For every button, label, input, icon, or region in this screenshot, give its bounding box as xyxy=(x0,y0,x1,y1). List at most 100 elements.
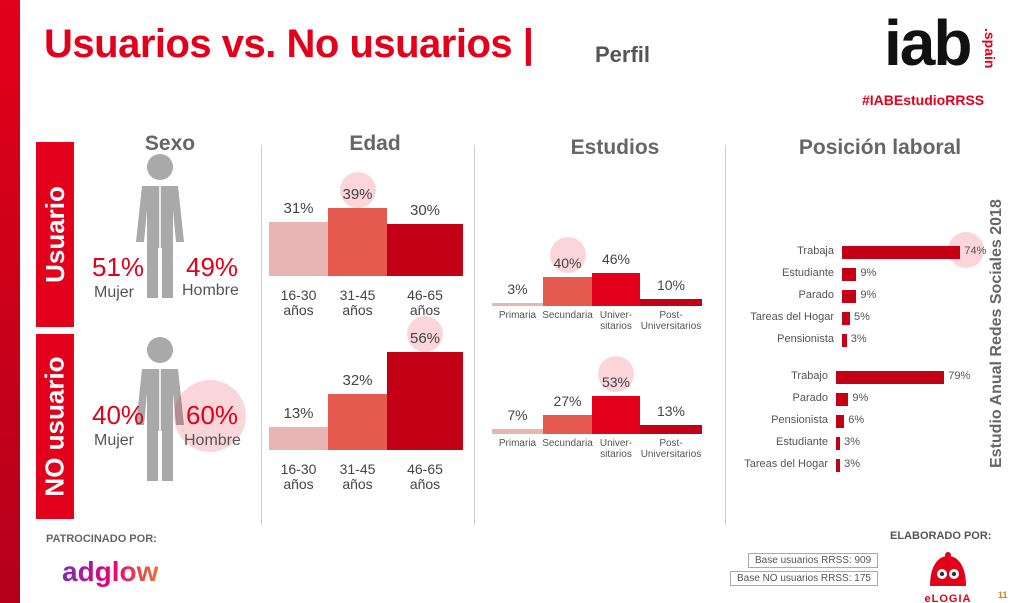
section-title-sexo: Sexo xyxy=(144,132,196,155)
section-title-edad: Edad xyxy=(349,132,401,155)
side-study-label: Estudio Anual Redes Sociales 2018 xyxy=(988,199,1005,468)
highlight-circle xyxy=(549,237,586,274)
estudios-category-label: Secundaria xyxy=(542,438,593,449)
usuario-hombre-label: Hombre xyxy=(182,282,239,299)
estudios-value-label: 46% xyxy=(601,250,631,267)
elogia-logo: eLOGIA xyxy=(918,552,978,603)
estudios-bar xyxy=(640,298,702,306)
edad-category-label: 31-45 años xyxy=(339,287,376,318)
edad-chart: 31% 16-30 años 39% 31-45 años 30% 46-65 años 1… xyxy=(0,0,463,492)
estudios-value-label: 3% xyxy=(507,281,528,297)
highlight-circle xyxy=(174,380,246,452)
estudios-category-label: Primaria xyxy=(498,438,537,449)
person-gender-icon xyxy=(136,154,184,300)
estudios-category-label: Post- Universitarios xyxy=(640,438,702,460)
estudios-bar xyxy=(592,395,640,434)
posicion-category-label: Pensionista xyxy=(771,414,828,426)
posicion-category-label: Estudiante xyxy=(782,267,834,279)
posicion-category-label: Tareas del Hogar xyxy=(750,311,834,323)
posicion-value-label: 3% xyxy=(844,436,861,448)
section-title-estudios: Estudios xyxy=(570,136,660,159)
edad-category-label: 46-65 años xyxy=(407,287,443,318)
posicion-category-label: Trabaja xyxy=(797,245,834,257)
no-usuario-mujer-label: Mujer xyxy=(94,432,135,449)
posicion-category-label: Tareas del Hogar xyxy=(744,458,828,470)
estudios-bar xyxy=(492,428,543,434)
section-title-posicion: Posición laboral xyxy=(798,136,962,159)
posicion-bar xyxy=(836,371,945,384)
posicion-bar xyxy=(836,393,849,406)
estudios-category-label: Primaria xyxy=(498,310,537,321)
estudios-category-label: Univer- sitarios xyxy=(599,310,633,332)
edad-category-label: 46-65 años xyxy=(407,461,443,492)
edad-value-label: 56% xyxy=(409,330,441,347)
edad-value-label: 31% xyxy=(283,199,314,217)
estudios-bar xyxy=(492,303,543,306)
posicion-bar xyxy=(842,290,857,303)
hashtag: #IABEstudioRRSS xyxy=(862,92,985,108)
posicion-value-label: 79% xyxy=(948,370,971,382)
base-no-usuarios-box: Base NO usuarios RRSS: 175 xyxy=(730,571,878,586)
no-usuario-mujer-pct: 40% xyxy=(92,400,145,430)
divider xyxy=(261,145,262,525)
edad-bar xyxy=(387,223,463,276)
posicion-value-label: 9% xyxy=(860,289,877,301)
edad-value-label: 30% xyxy=(409,201,441,219)
estudios-category-label: Univer- sitarios xyxy=(599,438,633,460)
posicion-chart: Trabaja 74% Estudiante 9% Parado 9% Tareas del… xyxy=(0,0,986,472)
row-label-usuario-text: Usuario xyxy=(39,186,70,283)
usuario-mujer-pct: 51% xyxy=(92,252,145,282)
row-label-no-usuario-text: NO usuario xyxy=(39,356,70,497)
edad-bar xyxy=(328,394,387,450)
highlight-circle xyxy=(407,316,443,352)
estudios-bar xyxy=(640,424,702,434)
no-usuario-hombre-label: Hombre xyxy=(184,432,241,449)
posicion-category-label: Parado xyxy=(798,289,834,301)
edad-bar xyxy=(387,352,463,450)
base-usuarios-box: Base usuarios RRSS: 909 xyxy=(748,553,879,568)
edad-bar xyxy=(328,207,387,276)
estudios-value-label: 7% xyxy=(507,406,528,423)
posicion-bar xyxy=(836,459,841,472)
estudios-value-label: 10% xyxy=(656,276,686,293)
estudios-bar xyxy=(592,272,640,306)
elogia-text: eLOGIA xyxy=(924,593,972,603)
logo-sub-text: .spain xyxy=(982,28,998,69)
posicion-bar xyxy=(842,246,961,259)
sponsor-label: PATROCINADO POR: xyxy=(46,533,157,545)
highlight-circle xyxy=(598,355,634,392)
highlight-circle xyxy=(948,232,985,268)
estudios-value-label: 13% xyxy=(656,402,686,419)
posicion-value-label: 3% xyxy=(850,333,867,345)
elogia-mascot-icon xyxy=(930,552,966,586)
usuario-hombre-pct: 49% xyxy=(186,252,239,282)
logo-main-text: iab xyxy=(884,7,972,79)
page-subtitle: Perfil xyxy=(595,42,651,67)
page-number: 11 xyxy=(998,590,1008,600)
estudios-chart: 3% Primaria 40% Secundaria 46% Univer- sitari… xyxy=(0,0,702,460)
highlight-circle xyxy=(339,171,376,208)
posicion-value-label: 9% xyxy=(852,392,869,404)
made-by-label: ELABORADO POR: xyxy=(890,530,992,542)
divider xyxy=(725,145,726,525)
page-title: Usuarios vs. No usuarios | xyxy=(44,22,534,66)
person-gender-icon xyxy=(136,337,184,483)
adglow-logo-text: adglow xyxy=(62,556,159,587)
edad-value-label: 39% xyxy=(342,185,373,203)
estudios-value-label: 27% xyxy=(553,392,582,409)
posicion-category-label: Estudiante xyxy=(776,436,828,448)
posicion-value-label: 9% xyxy=(860,267,877,279)
posicion-category-label: Pensionista xyxy=(777,333,834,345)
usuario-mujer-label: Mujer xyxy=(94,284,135,301)
posicion-bar xyxy=(836,437,841,450)
posicion-bar xyxy=(842,268,857,281)
estudios-value-label: 40% xyxy=(553,255,582,272)
no-usuario-hombre-pct: 60% xyxy=(186,400,239,430)
edad-category-label: 16-30 años xyxy=(280,461,317,492)
edad-value-label: 32% xyxy=(342,372,373,389)
estudios-category-label: Post- Universitarios xyxy=(640,310,702,332)
posicion-bar xyxy=(836,415,845,428)
estudios-value-label: 53% xyxy=(601,373,631,390)
edad-value-label: 13% xyxy=(283,405,314,423)
estudios-category-label: Secundaria xyxy=(542,310,593,321)
